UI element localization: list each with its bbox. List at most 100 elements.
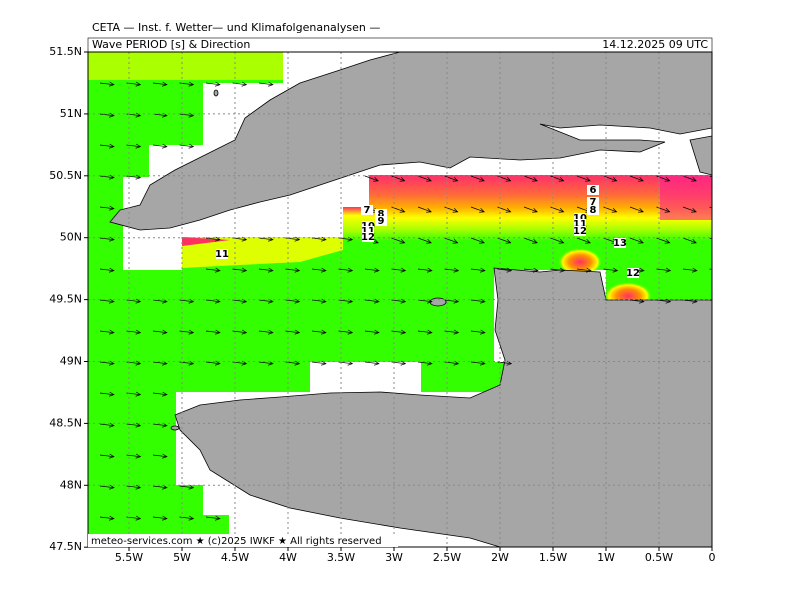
contour-label: 11: [361, 226, 375, 237]
contour-label: 8: [378, 209, 385, 220]
contour-label: 13: [613, 238, 627, 249]
contour-label-box: [574, 213, 586, 223]
arrow: [603, 175, 618, 182]
x-label: 1.5W: [539, 551, 567, 564]
y-label: 50N: [60, 231, 82, 244]
y-label: 48N: [60, 478, 82, 491]
arrow: [152, 422, 168, 428]
arrow: [629, 237, 644, 244]
arrow: [470, 267, 486, 273]
y-label: 50.5N: [49, 169, 82, 182]
arrow: [470, 360, 486, 366]
arrow: [417, 175, 432, 182]
arrow: [470, 298, 486, 304]
arrow: [497, 267, 513, 273]
contour-label: 6: [590, 185, 597, 196]
arrow: [152, 391, 168, 397]
x-label: 2.5W: [433, 551, 461, 564]
arrow: [682, 267, 698, 273]
arrow: [629, 206, 644, 213]
arrow: [179, 484, 195, 490]
arrow: [285, 298, 301, 304]
contour-label: 7: [590, 197, 597, 208]
y-label: 49N: [60, 355, 82, 368]
arrow: [126, 453, 142, 459]
arrow: [205, 515, 221, 521]
arrow: [391, 298, 407, 304]
arrow: [417, 329, 433, 335]
arrow: [232, 329, 248, 335]
arrow: [603, 267, 619, 273]
arrow: [444, 298, 460, 304]
arrow: [126, 484, 142, 490]
arrow: [523, 206, 538, 213]
arrow: [99, 205, 115, 211]
contour-label-box: [362, 226, 374, 236]
contour-label: 9: [378, 216, 385, 227]
arrow: [311, 267, 327, 273]
arrow: [152, 484, 168, 490]
arrow: [682, 206, 697, 213]
contour-label-box: [574, 226, 586, 236]
arrow: [258, 267, 274, 273]
arrow: [99, 174, 115, 180]
footer: meteo-services.com ★ (c)2025 IWKF ★ All …: [91, 536, 382, 547]
arrow: [258, 329, 274, 335]
arrow: [179, 298, 195, 304]
arrow: [470, 206, 485, 213]
y-label: 49.5N: [49, 293, 82, 306]
arrow: [550, 175, 565, 182]
wave-zone: [660, 175, 712, 220]
wave-zone: [369, 175, 712, 241]
arrow: [205, 236, 221, 242]
plot: [88, 52, 712, 547]
x-label: 0.5W: [645, 551, 673, 564]
arrow: [417, 206, 432, 213]
arrow: [179, 112, 195, 118]
y-label: 48.5N: [49, 416, 82, 429]
arrow: [444, 329, 460, 335]
arrow: [99, 484, 115, 490]
arrow: [470, 329, 486, 335]
arrow: [417, 237, 432, 244]
arrow: [152, 329, 168, 335]
arrow: [417, 267, 433, 273]
arrow: [179, 329, 195, 335]
wave-zone: [182, 237, 343, 268]
contour-label-box: [362, 232, 374, 242]
arrow: [152, 453, 168, 459]
arrow: [99, 360, 115, 366]
arrow: [364, 267, 380, 273]
footer-box: [88, 534, 398, 547]
contour-label-box: [375, 216, 387, 226]
x-label: 5W: [173, 551, 191, 564]
graticule: [88, 52, 712, 547]
arrow: [470, 237, 485, 244]
arrow: [126, 298, 142, 304]
arrow: [152, 143, 168, 149]
arrow: [179, 143, 195, 149]
arrow: [99, 391, 115, 397]
arrow: [444, 267, 460, 273]
arrow: [391, 329, 407, 335]
arrow: [99, 143, 115, 149]
y-label: 51N: [60, 107, 82, 120]
arrow: [364, 360, 380, 366]
institute: CETA — Inst. f. Wetter— und Klimafolgena…: [92, 21, 380, 34]
arrow: [656, 267, 672, 273]
x-label: 1W: [597, 551, 615, 564]
arrow: [364, 298, 380, 304]
wave-zone: [88, 52, 283, 80]
arrow: [205, 329, 221, 335]
arrow: [364, 175, 379, 182]
arrow: [391, 267, 407, 273]
contour-label-box: [587, 185, 599, 195]
x-label: 3.5W: [327, 551, 355, 564]
arrow: [205, 360, 221, 366]
wave-zone: [558, 248, 602, 276]
x-label: 0: [709, 551, 716, 564]
arrow: [99, 422, 115, 428]
arrow: [205, 298, 221, 304]
contour-label: 8: [590, 205, 597, 216]
arrow: [258, 236, 274, 242]
